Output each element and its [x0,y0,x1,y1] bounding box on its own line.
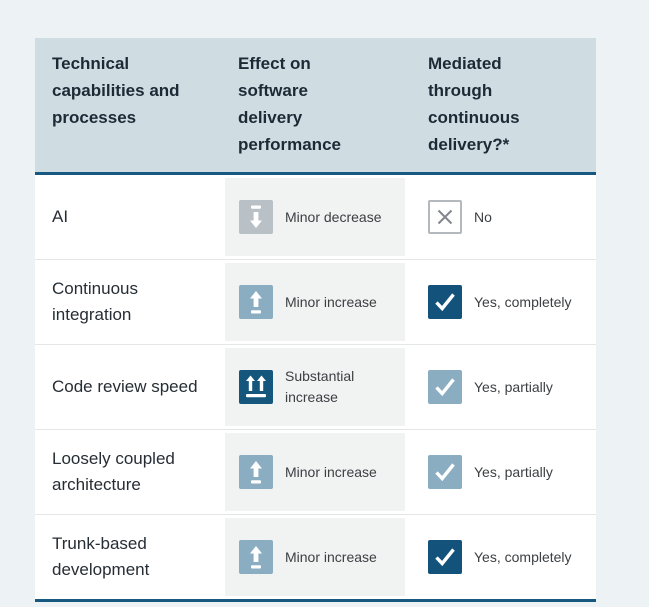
mediated-label: Yes, completely [474,293,572,310]
mediated-cell: Yes, partially [408,430,596,514]
capability-label: AI [52,207,69,226]
effect-cell: Minor increase [222,515,408,599]
table-row: Loosely coupled architecture Minor incre… [35,429,596,514]
effect-label: Minor increase [285,463,377,480]
header-mediated-label: Mediated through continuous delivery?* [428,54,520,154]
yes-partially-checkbox-icon [428,370,462,404]
no-x-icon [428,200,462,234]
mediated-cell: No [408,175,596,259]
table-body: AI Minor decrease No Continuous integrat… [35,175,596,602]
header-effect-label: Effect on software delivery performance [238,54,341,154]
effect-cell: Minor decrease [222,175,408,259]
substantial-increase-icon [239,370,273,404]
effect-cell: Minor increase [222,430,408,514]
mediated-label: Yes, completely [474,548,572,565]
capability-label: Trunk-based development [52,534,150,579]
capability-label: Continuous integration [52,279,139,324]
effect-label: Minor increase [285,548,377,565]
minor-decrease-icon [239,200,273,234]
yes-partially-checkbox-icon [428,455,462,489]
mediated-cell: Yes, partially [408,345,596,429]
effect-cell: Minor increase [222,260,408,344]
capabilities-table: Technical capabilities and processes Eff… [35,38,596,602]
yes-completely-checkbox-icon [428,285,462,319]
mediated-label: No [474,208,492,225]
header-effect: Effect on software delivery performance [222,38,408,172]
capability-cell: Continuous integration [35,260,222,344]
capability-cell: Loosely coupled architecture [35,430,222,514]
capability-cell: Trunk-based development [35,515,222,599]
table-row: Trunk-based development Minor increase Y… [35,514,596,599]
mediated-cell: Yes, completely [408,515,596,599]
yes-completely-checkbox-icon [428,540,462,574]
table-row: Code review speed Substantial increase Y… [35,344,596,429]
table-row: Continuous integration Minor increase Ye… [35,259,596,344]
effect-label: Minor decrease [285,208,382,225]
minor-increase-icon [239,455,273,489]
minor-increase-icon [239,285,273,319]
header-capabilities: Technical capabilities and processes [35,38,222,172]
capability-cell: Code review speed [35,345,222,429]
capability-label: Loosely coupled architecture [52,449,175,494]
header-capabilities-label: Technical capabilities and processes [52,54,180,127]
table-row: AI Minor decrease No [35,175,596,259]
capability-label: Code review speed [52,377,198,396]
effect-label: Substantial increase [285,368,355,405]
mediated-label: Yes, partially [474,378,553,395]
mediated-label: Yes, partially [474,463,553,480]
effect-label: Minor increase [285,293,377,310]
capability-cell: AI [35,175,222,259]
minor-increase-icon [239,540,273,574]
header-mediated: Mediated through continuous delivery?* [408,38,596,172]
mediated-cell: Yes, completely [408,260,596,344]
table-header: Technical capabilities and processes Eff… [35,38,596,175]
effect-cell: Substantial increase [222,345,408,429]
